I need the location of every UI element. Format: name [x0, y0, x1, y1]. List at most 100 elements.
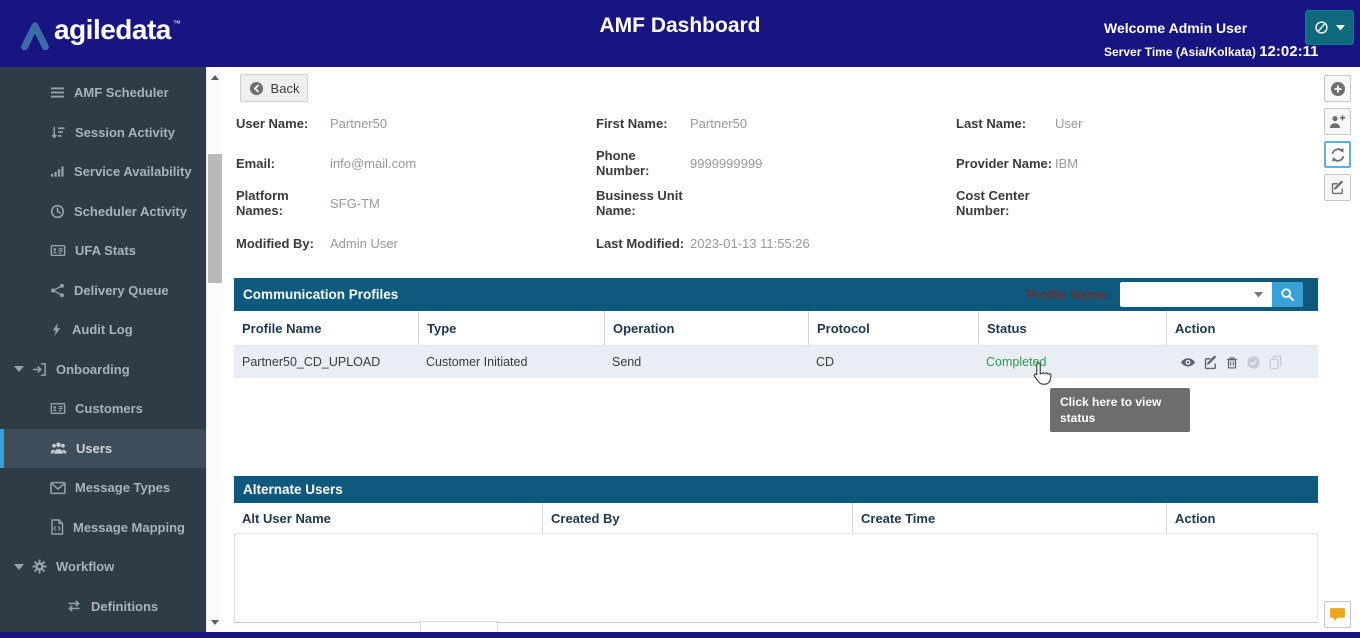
status-tooltip: Click here to view status — [1050, 388, 1190, 433]
cell-profile-name: Partner50_CD_UPLOAD — [242, 355, 381, 369]
field-label: First Name: — [596, 115, 668, 131]
communication-profiles-panel: Communication Profiles Profile Name: Pro… — [234, 278, 1318, 378]
server-time: Server Time (Asia/Kolkata) 12:02:11 — [1104, 43, 1318, 60]
add-user-button[interactable] — [1324, 108, 1351, 135]
edit-user-button[interactable] — [1324, 174, 1351, 201]
chevron-down-icon — [1254, 291, 1263, 297]
column-header-create-time: Create Time — [852, 503, 1166, 533]
main-content: Back User Name: Partner50 First Name: Part… — [223, 67, 1360, 632]
agiledata-chevron-icon — [20, 18, 50, 50]
field-value: SFG-TM — [330, 195, 380, 211]
panel-title: Communication Profiles — [243, 287, 399, 302]
trash-icon[interactable] — [1225, 355, 1239, 370]
row-actions — [1174, 355, 1283, 370]
sidebar-item-workflow[interactable]: Workflow — [0, 547, 206, 587]
sidebar-item-label: Message Mapping — [73, 519, 185, 535]
communication-profiles-table-header: Profile Name Type Operation Protocol Sta… — [234, 311, 1318, 346]
chevron-down-icon — [1336, 24, 1345, 31]
search-icon — [1281, 288, 1295, 302]
field-label: Phone Number: — [596, 148, 650, 178]
welcome-text: Welcome Admin User — [1104, 20, 1248, 36]
add-button[interactable] — [1324, 75, 1351, 102]
profile-name-select[interactable] — [1120, 282, 1272, 307]
page-scrollbar[interactable] — [206, 67, 223, 632]
sidebar-item-label: Scheduler Activity — [74, 203, 187, 219]
field-cost-center-number: Cost Center Number: — [956, 183, 1320, 223]
sidebar-item-label: Customers — [75, 401, 143, 417]
search-button[interactable] — [1272, 282, 1303, 307]
column-header-operation: Operation — [604, 311, 808, 345]
sidebar-item-message-types[interactable]: Message Types — [0, 468, 206, 508]
eye-icon[interactable] — [1180, 355, 1196, 370]
envelope-icon — [50, 481, 66, 495]
cell-operation: Send — [612, 355, 642, 369]
column-header-alt-user-name: Alt User Name — [242, 510, 331, 526]
field-email: Email: info@mail.com — [236, 143, 596, 183]
table-row[interactable]: Partner50_CD_UPLOAD Customer Initiated S… — [234, 346, 1318, 378]
alternate-users-table-header: Alt User Name Created By Create Time Act… — [234, 503, 1318, 534]
sidebar-item-amf-scheduler[interactable]: AMF Scheduler — [0, 73, 206, 113]
cell-type: Customer Initiated — [426, 355, 528, 369]
refresh-button[interactable] — [1324, 141, 1351, 168]
sidebar-item-definitions[interactable]: Definitions — [0, 587, 206, 627]
page-title: AMF Dashboard — [599, 14, 761, 37]
sidebar-item-label: Definitions — [91, 598, 159, 614]
chat-button[interactable] — [1324, 601, 1351, 628]
scroll-up-arrow[interactable] — [207, 69, 223, 85]
column-header-status: Status — [978, 311, 1166, 345]
sidebar-item-customers[interactable]: Customers — [0, 389, 206, 429]
user-menu-button[interactable] — [1305, 10, 1354, 45]
field-value: User — [1055, 115, 1083, 131]
sidebar-item-audit-log[interactable]: Audit Log — [0, 310, 206, 350]
field-label: Last Name: — [956, 115, 1027, 131]
cell-action — [1166, 346, 1318, 378]
sidebar-item-label: AMF Scheduler — [74, 85, 169, 101]
sidebar-item-service-availability[interactable]: Service Availability — [0, 152, 206, 192]
sidebar-item-ufa-stats[interactable]: UFA Stats — [0, 231, 206, 271]
gear-icon — [32, 559, 47, 574]
column-header-type: Type — [418, 311, 604, 345]
status-link[interactable]: Completed — [986, 355, 1047, 369]
sidebar-item-scheduler-activity[interactable]: Scheduler Activity — [0, 192, 206, 232]
logo-text: agiledata — [54, 14, 171, 45]
sidebar-item-onboarding[interactable]: Onboarding — [0, 350, 206, 390]
back-button[interactable]: Back — [240, 74, 308, 102]
back-button-label: Back — [270, 80, 300, 96]
scroll-down-arrow[interactable] — [207, 614, 223, 630]
user-info-block: Welcome Admin User Server Time (Asia/Kol… — [1104, 20, 1318, 60]
server-time-label: Server Time (Asia/Kolkata) — [1104, 45, 1256, 59]
sidebar-nav: AMF Scheduler Session Activity Service A… — [0, 67, 206, 632]
sidebar-item-message-mapping[interactable]: Message Mapping — [0, 508, 206, 548]
power-circle-icon — [1314, 20, 1329, 35]
profile-name-filter-label: Profile Name: — [1026, 287, 1110, 302]
field-value: Admin User — [330, 235, 398, 251]
column-header-action: Action — [1166, 311, 1318, 345]
field-business-unit-name: Business Unit Name: — [596, 183, 956, 223]
arrow-circle-left-icon — [249, 81, 264, 96]
profile-filter: Profile Name: — [1026, 282, 1318, 307]
top-header-bar: agiledata ™ AMF Dashboard Welcome Admin … — [0, 0, 1360, 67]
alternate-users-empty-body — [234, 534, 1318, 623]
field-label: Email: — [236, 155, 276, 171]
agiledata-logo[interactable]: agiledata ™ — [20, 10, 181, 50]
check-circle-icon — [1246, 355, 1261, 370]
copy-icon — [1268, 355, 1283, 370]
scrollbar-thumb[interactable] — [208, 154, 222, 283]
sidebar-item-label: Delivery Queue — [74, 282, 169, 298]
id-card-icon — [50, 243, 66, 258]
field-label: Modified By: — [236, 235, 314, 251]
users-icon — [50, 441, 67, 456]
field-last-modified: Last Modified: 2023-01-13 11:55:26 — [596, 223, 956, 263]
partial-button[interactable] — [420, 621, 498, 632]
field-value: info@mail.com — [330, 155, 417, 171]
sidebar-item-delivery-queue[interactable]: Delivery Queue — [0, 271, 206, 311]
sidebar-item-users[interactable]: Users — [0, 428, 206, 468]
sidebar-item-session-activity[interactable]: Session Activity — [0, 113, 206, 153]
field-label: Cost Center Number: — [956, 188, 1030, 218]
logo-trademark: ™ — [172, 19, 181, 28]
column-header-action: Action — [1166, 503, 1318, 533]
edit-icon[interactable] — [1203, 355, 1218, 370]
menu-icon — [50, 85, 65, 100]
field-label: Platform Names: — [236, 188, 289, 218]
caret-down-icon — [14, 563, 24, 570]
